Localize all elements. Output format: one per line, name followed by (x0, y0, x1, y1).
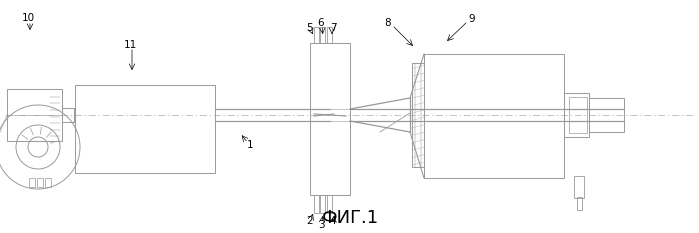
Bar (564, 93, 589, 137)
Bar (37, 178, 43, 187)
Text: 11: 11 (124, 40, 136, 50)
Text: 4: 4 (330, 216, 336, 226)
Bar (412, 63, 424, 167)
Bar (424, 54, 564, 178)
Bar (7, 89, 62, 141)
Bar (574, 176, 584, 198)
Bar (328, 27, 333, 43)
Text: ФИГ.1: ФИГ.1 (322, 209, 379, 227)
Text: 8: 8 (384, 18, 391, 28)
Text: 3: 3 (317, 220, 324, 230)
Text: 9: 9 (469, 14, 475, 24)
Text: 1: 1 (247, 140, 253, 150)
Bar (75, 85, 215, 173)
Bar (29, 178, 34, 187)
Bar (321, 195, 326, 213)
Bar (569, 97, 587, 133)
Bar (45, 178, 50, 187)
Bar (313, 27, 319, 43)
Bar (577, 197, 582, 210)
Text: 5: 5 (307, 23, 313, 33)
Bar (313, 195, 319, 213)
Bar (310, 43, 350, 195)
Text: 6: 6 (317, 18, 324, 28)
Text: 10: 10 (22, 13, 34, 23)
Bar (321, 27, 326, 43)
Bar (328, 195, 333, 213)
Bar (589, 98, 624, 132)
Text: 7: 7 (330, 23, 336, 33)
Text: 2: 2 (307, 216, 313, 226)
